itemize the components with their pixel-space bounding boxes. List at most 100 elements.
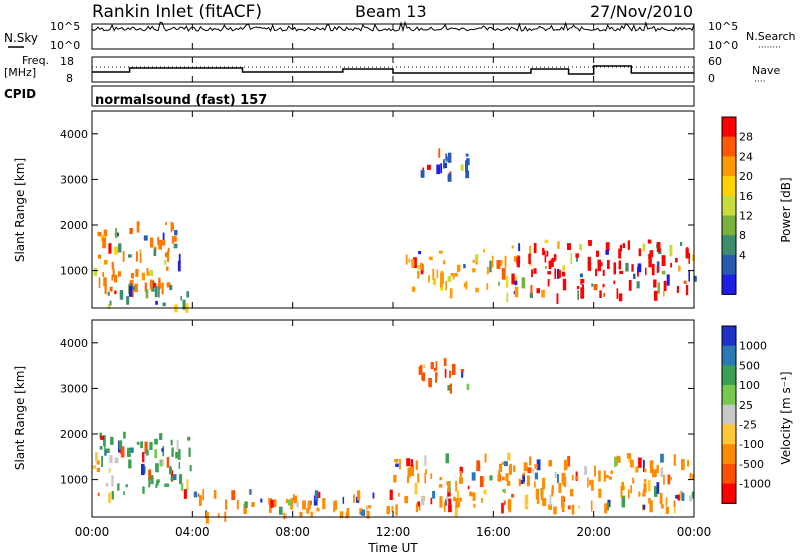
echo-cell <box>154 285 158 298</box>
colorbar-segment <box>722 424 736 445</box>
echo-cell <box>651 263 655 276</box>
echo-cell <box>417 473 420 483</box>
echo-cell <box>647 480 651 492</box>
echo-cell <box>516 257 521 265</box>
echo-cell <box>164 483 167 488</box>
echo-cell <box>598 470 601 482</box>
echo-cell <box>691 254 695 261</box>
echo-cell <box>545 266 547 269</box>
echo-cell <box>576 476 579 480</box>
echo-cell <box>616 288 619 299</box>
colorbar-segment <box>722 176 736 197</box>
echo-cell <box>389 489 393 500</box>
echo-cell <box>465 153 469 157</box>
echo-cell <box>501 502 504 514</box>
nsearch-dots: ········ <box>758 43 781 53</box>
echo-cell <box>565 459 569 467</box>
echo-cell <box>432 491 436 499</box>
echo-cell <box>333 501 336 513</box>
echo-cell <box>447 385 451 391</box>
echo-cell <box>243 503 247 514</box>
echo-cell <box>557 474 559 483</box>
echo-cell <box>514 276 518 284</box>
echo-cell <box>169 465 172 475</box>
echo-cell <box>613 262 616 275</box>
echo-cell <box>593 284 598 291</box>
echo-cell <box>652 469 657 477</box>
echo-cell <box>454 506 458 517</box>
echo-cell <box>663 280 667 291</box>
nsearch-tick-bottom: 10^0 <box>708 39 738 52</box>
echo-cell <box>110 436 114 445</box>
echo-cell <box>456 264 460 273</box>
echo-cell <box>167 247 170 253</box>
echo-cell <box>443 358 447 366</box>
echo-cell <box>96 467 100 473</box>
echo-cell <box>667 474 671 485</box>
echo-cell <box>158 277 161 288</box>
velocity-y-axis: 4000 3000 2000 1000 <box>60 337 694 487</box>
echo-cell <box>97 492 100 497</box>
echo-cell <box>597 259 601 272</box>
echo-cell <box>642 243 646 252</box>
echo-cell <box>322 498 326 510</box>
echo-cell <box>161 459 164 466</box>
echo-cell <box>527 467 532 474</box>
echo-cell <box>123 431 126 439</box>
colorbar-tick-label: 16 <box>739 190 753 203</box>
echo-cell <box>445 280 447 291</box>
echo-cell <box>143 235 148 241</box>
echo-cell <box>132 286 135 291</box>
echo-cell <box>591 283 594 287</box>
echo-cell <box>439 477 443 481</box>
echo-cell <box>541 289 545 298</box>
echo-cell <box>180 295 182 301</box>
echo-cell <box>197 493 200 497</box>
echo-cell <box>685 285 689 296</box>
echo-cell <box>443 501 446 512</box>
echo-cell <box>438 148 441 158</box>
echo-cell <box>145 288 149 299</box>
echo-cell <box>576 286 580 290</box>
echo-cell <box>486 283 489 290</box>
echo-cell <box>687 459 689 467</box>
colorbar-segment <box>722 117 736 138</box>
echo-cell <box>523 462 528 472</box>
echo-cell <box>656 266 659 273</box>
echo-cell <box>269 502 272 513</box>
echo-cell <box>428 378 432 388</box>
time-axis: 00:00 04:00 08:00 12:00 16:00 20:00 00:00 <box>75 24 711 539</box>
echo-cell <box>447 481 450 493</box>
colorbar-segment <box>722 195 736 216</box>
echo-cell <box>656 464 659 473</box>
nave-tick-top: 60 <box>708 55 722 68</box>
colorbar-tick-label: 25 <box>739 399 753 412</box>
echo-cell <box>145 449 149 456</box>
echo-cell <box>108 492 111 504</box>
echo-cell <box>159 459 163 467</box>
echo-cell <box>131 289 134 298</box>
echo-cell <box>422 167 425 172</box>
echo-cell <box>628 280 632 291</box>
echo-cell <box>299 512 303 518</box>
echo-cell <box>432 268 435 280</box>
echo-cell <box>405 254 408 265</box>
echo-cell <box>607 259 610 269</box>
echo-cell <box>473 503 476 508</box>
echo-cell <box>578 505 580 509</box>
echo-cell <box>580 278 585 284</box>
echo-cell <box>591 479 594 491</box>
echo-cell <box>107 304 111 309</box>
echo-cell <box>518 243 521 252</box>
echo-cell <box>310 511 313 518</box>
echo-cell <box>118 440 123 450</box>
echo-cell <box>108 468 111 473</box>
echo-cell <box>677 494 680 501</box>
echo-cell <box>466 383 470 390</box>
echo-cell <box>551 485 554 494</box>
echo-cell <box>472 492 476 501</box>
colorbar-tick-label: 4 <box>739 249 746 262</box>
echo-cell <box>561 271 566 277</box>
echo-cell <box>146 268 149 276</box>
echo-cell <box>164 252 169 258</box>
